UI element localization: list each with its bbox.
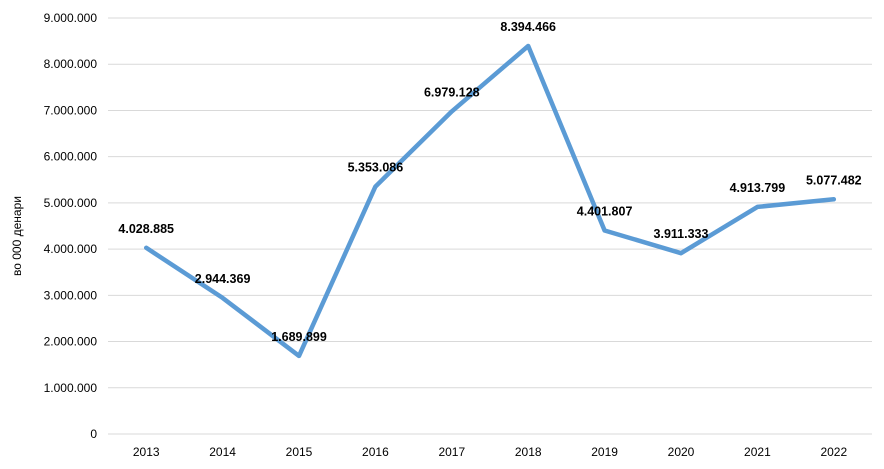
x-tick-label: 2019 <box>591 445 618 459</box>
y-tick-label: 8.000.000 <box>44 57 98 71</box>
x-axis-tick-labels: 2013 2014 2015 2016 2017 2018 2019 2020 2021 2022 <box>133 445 848 459</box>
x-tick-label: 2017 <box>438 445 465 459</box>
data-label: 2.944.369 <box>195 272 251 286</box>
x-tick-label: 2014 <box>209 445 236 459</box>
y-tick-label: 2.000.000 <box>44 335 98 349</box>
data-label: 4.913.799 <box>730 181 786 195</box>
x-tick-label: 2020 <box>668 445 695 459</box>
x-tick-label: 2018 <box>515 445 542 459</box>
series-line <box>143 43 837 359</box>
y-tick-label: 7.000.000 <box>44 103 98 117</box>
y-tick-label: 9.000.000 <box>44 11 98 25</box>
y-axis-tick-labels: 0 1.000.000 2.000.000 3.000.000 4.000.000 5.0… <box>44 11 98 441</box>
data-labels: 4.028.885 2.944.369 1.689.899 5.353.086 6.97… <box>118 20 861 344</box>
data-label: 1.689.899 <box>271 330 327 344</box>
y-tick-label: 5.000.000 <box>44 196 98 210</box>
data-label: 3.911.333 <box>654 227 709 241</box>
x-tick-label: 2016 <box>362 445 389 459</box>
data-label: 4.401.807 <box>577 205 633 219</box>
x-tick-label: 2021 <box>744 445 771 459</box>
y-tick-label: 6.000.000 <box>44 150 98 164</box>
data-label: 4.028.885 <box>118 222 174 236</box>
gridlines <box>108 17 872 435</box>
x-tick-label: 2015 <box>286 445 313 459</box>
x-tick-label: 2013 <box>133 445 160 459</box>
x-tick-label: 2022 <box>820 445 847 459</box>
data-label: 6.979.128 <box>424 85 480 99</box>
y-tick-label: 4.000.000 <box>44 242 98 256</box>
series-line-group <box>143 43 837 359</box>
data-label: 5.353.086 <box>348 161 404 175</box>
y-tick-label: 3.000.000 <box>44 288 98 302</box>
y-axis-label: во 000 денари <box>10 196 24 276</box>
data-label: 8.394.466 <box>500 20 556 34</box>
data-label: 5.077.482 <box>806 173 862 187</box>
y-tick-label: 1.000.000 <box>44 381 98 395</box>
y-tick-label: 0 <box>90 427 97 441</box>
